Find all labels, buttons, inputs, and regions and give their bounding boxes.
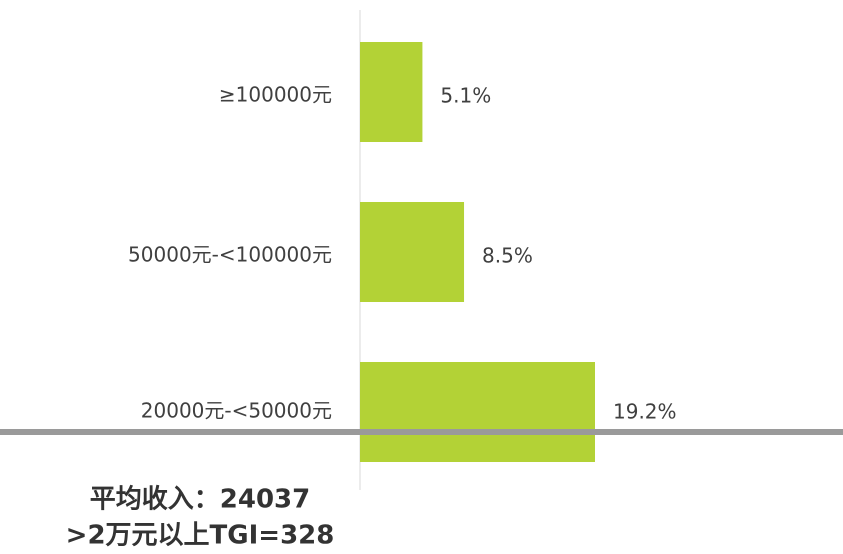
- category-label: 50000元-<100000元: [128, 243, 332, 267]
- annotation: 平均收入：24037: [90, 485, 310, 515]
- value-label: 8.5%: [482, 244, 533, 268]
- value-label: 19.2%: [613, 400, 677, 424]
- bar: [360, 202, 465, 302]
- value-label: 5.1%: [440, 84, 491, 108]
- category-label: 20000元-<50000元: [141, 399, 332, 423]
- bar: [360, 362, 595, 462]
- category-label: ≥100000元: [219, 83, 332, 107]
- bar: [360, 42, 423, 142]
- annotation: >2万元以上TGI=328: [66, 521, 335, 551]
- bars: [360, 42, 595, 462]
